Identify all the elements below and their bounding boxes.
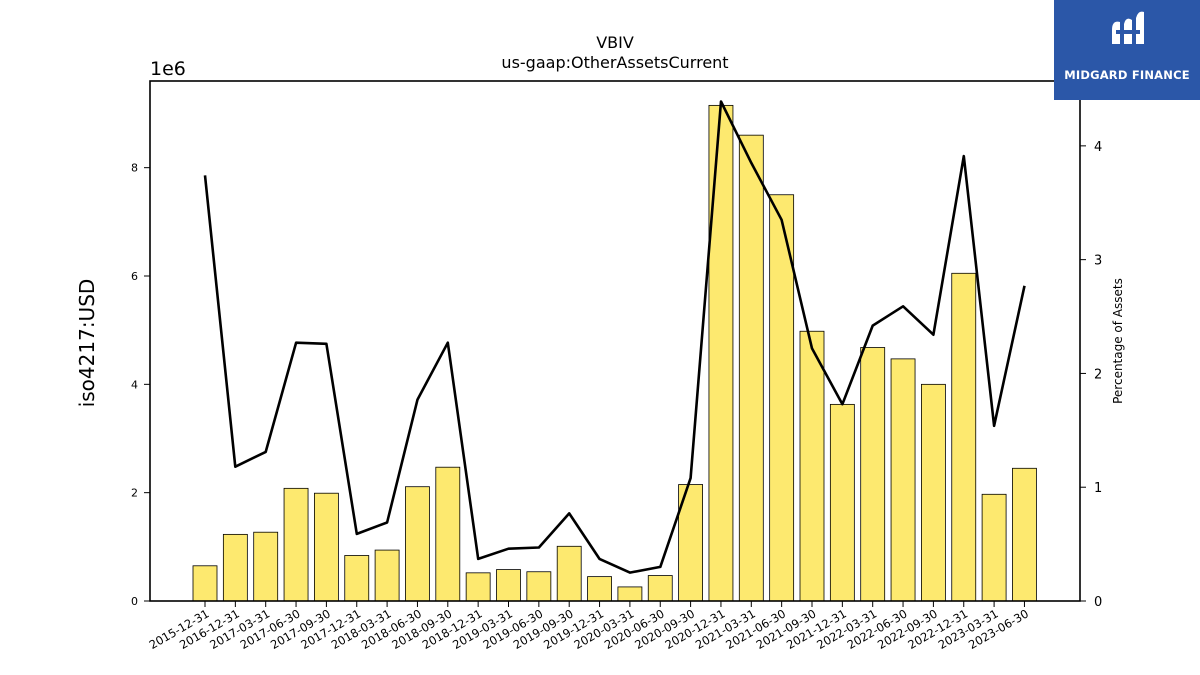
brand-logo: MIDGARD FINANCE bbox=[1054, 0, 1200, 100]
y-tick-label: 0 bbox=[131, 595, 138, 608]
line-series bbox=[203, 100, 1026, 574]
y-multiplier-label: 1e6 bbox=[150, 58, 186, 80]
logo-text: MIDGARD FINANCE bbox=[1064, 68, 1190, 82]
bar bbox=[860, 347, 886, 602]
y-axis-label: iso4217:USD bbox=[75, 279, 99, 408]
bar bbox=[435, 466, 461, 602]
y2-tick-label: 2 bbox=[1094, 367, 1102, 382]
series-line bbox=[203, 100, 1026, 574]
bar bbox=[738, 134, 764, 602]
chart-subtitle: us-gaap:OtherAssetsCurrent bbox=[501, 53, 728, 72]
y-tick-label: 6 bbox=[131, 270, 138, 283]
bar bbox=[951, 272, 977, 602]
bar bbox=[556, 545, 582, 602]
bar bbox=[587, 576, 612, 602]
y-tick-label: 4 bbox=[131, 378, 138, 391]
bar bbox=[829, 403, 855, 602]
y-tick-label: 8 bbox=[131, 162, 138, 175]
bar bbox=[708, 104, 734, 602]
y2-tick-label: 1 bbox=[1094, 481, 1102, 496]
chart-title: VBIV bbox=[596, 33, 634, 52]
y2-tick-label: 3 bbox=[1094, 254, 1102, 269]
bar bbox=[496, 569, 521, 602]
bar bbox=[344, 555, 370, 602]
y2-axis-label: Percentage of Assets bbox=[1111, 278, 1125, 404]
bar bbox=[465, 572, 491, 602]
bar bbox=[981, 493, 1007, 602]
bar bbox=[617, 586, 643, 602]
plot-frame bbox=[149, 80, 1081, 602]
bar bbox=[769, 194, 795, 602]
bar bbox=[192, 565, 218, 602]
bar bbox=[799, 330, 825, 602]
bar bbox=[222, 533, 248, 602]
bar bbox=[253, 531, 279, 602]
bar bbox=[921, 383, 946, 602]
bar bbox=[313, 492, 339, 602]
bar bbox=[283, 487, 309, 602]
bar bbox=[890, 358, 916, 602]
bar bbox=[526, 571, 552, 602]
y2-tick-label: 4 bbox=[1094, 140, 1102, 155]
bar bbox=[1012, 467, 1037, 602]
bar bbox=[374, 549, 400, 602]
bar bbox=[647, 575, 673, 602]
y2-tick-label: 0 bbox=[1094, 595, 1102, 610]
bar bbox=[405, 486, 430, 602]
y-tick-label: 2 bbox=[131, 487, 138, 500]
logo-mark-icon bbox=[1112, 11, 1144, 45]
bar-series bbox=[192, 104, 1037, 602]
